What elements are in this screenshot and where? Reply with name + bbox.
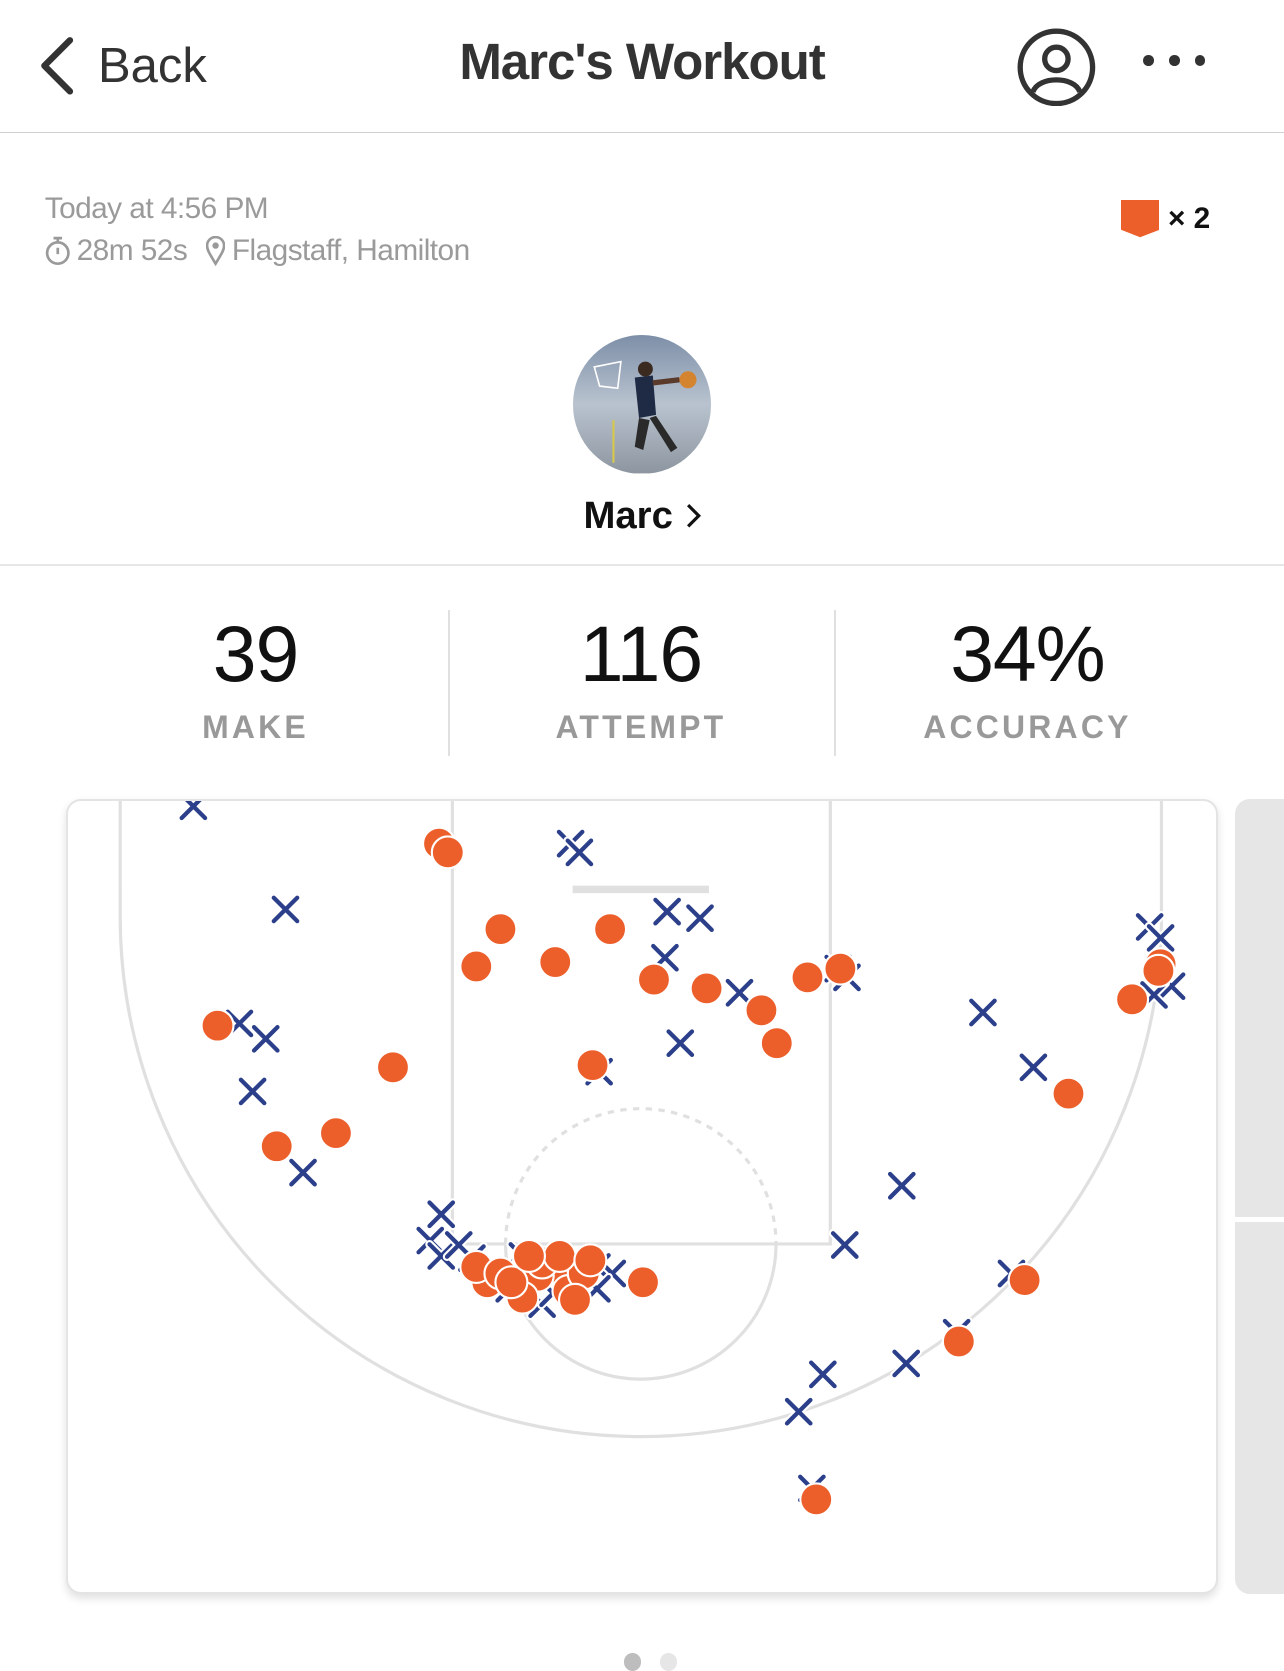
stat-label: ATTEMPT bbox=[555, 709, 727, 746]
shot-miss-marker bbox=[723, 976, 756, 1009]
stopwatch-icon bbox=[45, 237, 70, 266]
stat-make: 39 MAKE bbox=[64, 607, 447, 746]
session-duration: 28m 52s bbox=[76, 234, 188, 268]
shot-make-marker bbox=[538, 944, 573, 979]
shot-miss-marker bbox=[966, 996, 999, 1028]
shield-badge-icon bbox=[1121, 200, 1160, 238]
stat-value: 116 bbox=[579, 609, 703, 698]
more-options-button[interactable] bbox=[1143, 55, 1206, 66]
shot-make-marker bbox=[259, 1128, 294, 1163]
avatar-image bbox=[572, 335, 712, 474]
shot-chart-card[interactable] bbox=[66, 798, 1218, 1594]
shot-miss-marker bbox=[269, 892, 302, 925]
ellipsis-icon bbox=[1143, 55, 1155, 66]
shot-make-marker bbox=[636, 962, 671, 997]
shot-make-marker bbox=[430, 834, 465, 869]
shot-make-marker bbox=[941, 1323, 976, 1359]
shot-miss-marker bbox=[236, 1074, 269, 1107]
shot-make-marker bbox=[511, 1238, 546, 1273]
shot-miss-marker bbox=[828, 1228, 861, 1261]
chevron-left-icon bbox=[41, 37, 74, 95]
shot-make-marker bbox=[1007, 1262, 1042, 1297]
player-profile-link[interactable]: Marc bbox=[0, 494, 1284, 538]
shot-miss-marker bbox=[1017, 1050, 1050, 1083]
page-dot[interactable] bbox=[660, 1653, 678, 1671]
shot-make-marker bbox=[375, 1049, 410, 1084]
shot-make-marker bbox=[557, 1282, 593, 1317]
page-indicator[interactable] bbox=[623, 1653, 678, 1671]
three-point-line bbox=[118, 800, 1164, 1438]
shot-make-marker bbox=[483, 911, 518, 946]
back-label: Back bbox=[97, 38, 207, 93]
shot-make-marker bbox=[575, 1047, 610, 1082]
player-name: Marc bbox=[583, 494, 673, 538]
shot-make-marker bbox=[542, 1238, 577, 1273]
shot-make-marker bbox=[459, 948, 494, 983]
session-date: Today at 4:56 PM bbox=[44, 191, 269, 225]
chevron-right-icon bbox=[686, 504, 701, 528]
shot-miss-marker bbox=[425, 1197, 458, 1230]
shot-miss-marker bbox=[806, 1357, 839, 1390]
shot-miss-marker bbox=[684, 901, 716, 934]
badge-count[interactable]: × 2 bbox=[1121, 200, 1210, 238]
shot-miss-marker bbox=[664, 1026, 697, 1059]
shot-miss-marker bbox=[177, 800, 210, 822]
lane bbox=[450, 800, 832, 1246]
page-dot-active[interactable] bbox=[623, 1653, 641, 1671]
top-nav-bar: Back Marc's Workout bbox=[0, 0, 1284, 134]
avatar[interactable] bbox=[572, 335, 712, 474]
page-title: Marc's Workout bbox=[459, 32, 825, 90]
divider bbox=[0, 564, 1284, 567]
shot-make-marker bbox=[1051, 1076, 1086, 1111]
shot-miss-marker bbox=[651, 895, 684, 928]
court-lines bbox=[118, 800, 1164, 1438]
stat-divider bbox=[448, 610, 451, 756]
shot-make-marker bbox=[744, 992, 779, 1027]
shot-miss-marker bbox=[890, 1346, 923, 1379]
shot-make-marker bbox=[799, 1481, 834, 1516]
next-chart-card[interactable] bbox=[1235, 798, 1284, 1594]
stat-accuracy: 34% ACCURACY bbox=[836, 607, 1219, 746]
stat-label: ACCURACY bbox=[923, 709, 1132, 746]
shot-make-marker bbox=[823, 951, 858, 986]
free-throw-circle-top bbox=[503, 1106, 778, 1244]
back-button[interactable]: Back bbox=[38, 36, 207, 96]
shot-make-marker bbox=[1141, 953, 1176, 988]
shot-chart bbox=[118, 800, 1188, 1516]
session-location: Flagstaff, Hamilton bbox=[231, 234, 470, 268]
shot-make-marker bbox=[1115, 981, 1150, 1016]
shot-miss-marker bbox=[885, 1169, 918, 1202]
stat-label: MAKE bbox=[202, 709, 309, 746]
shot-make-marker bbox=[759, 1025, 794, 1060]
shot-miss-marker bbox=[425, 1239, 458, 1272]
user-circle-icon[interactable] bbox=[1017, 28, 1096, 107]
shot-make-marker bbox=[689, 970, 724, 1005]
shot-miss-marker bbox=[249, 1022, 282, 1055]
shot-make-marker bbox=[593, 911, 628, 946]
shot-make-marker bbox=[318, 1115, 353, 1150]
shot-miss-marker bbox=[563, 835, 596, 868]
stat-value: 34% bbox=[950, 609, 1106, 698]
shot-make-marker bbox=[200, 1008, 235, 1043]
badge-count-label: × 2 bbox=[1167, 202, 1211, 236]
shot-make-marker bbox=[790, 959, 825, 994]
shot-make-marker bbox=[573, 1242, 608, 1277]
location-pin-icon bbox=[206, 236, 226, 267]
session-details: 28m 52s Flagstaff, Hamilton bbox=[45, 234, 470, 268]
shot-make-marker bbox=[494, 1264, 529, 1299]
stat-value: 39 bbox=[212, 609, 300, 698]
shot-miss-marker bbox=[1144, 921, 1177, 954]
shot-miss-marker bbox=[442, 1228, 475, 1261]
shot-miss-marker bbox=[287, 1156, 320, 1189]
shot-miss-marker bbox=[782, 1395, 815, 1428]
shot-make-marker bbox=[625, 1264, 661, 1299]
stat-divider bbox=[833, 610, 836, 756]
stat-attempt: 116 ATTEMPT bbox=[449, 607, 832, 746]
